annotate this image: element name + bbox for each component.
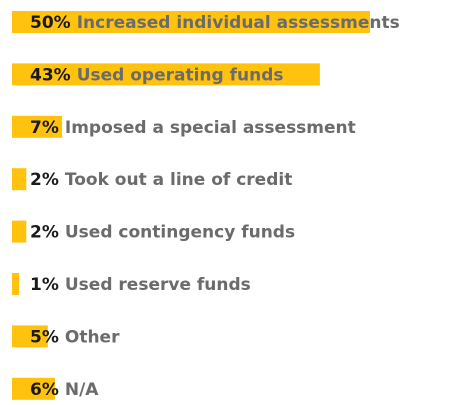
category-label: Increased individual assessments (77, 13, 400, 33)
bar (12, 377, 55, 400)
value-label: 5% (30, 327, 59, 347)
value-label: 6% (30, 380, 59, 400)
bar-label: 50% Increased individual assessments (30, 13, 400, 33)
bar (12, 168, 27, 191)
bar (12, 115, 63, 138)
category-label: Imposed a special assessment (65, 118, 356, 138)
bar-label: 43% Used operating funds (30, 65, 284, 85)
bar (12, 325, 48, 348)
value-label: 7% (30, 118, 59, 138)
bar-label: 1% Used reserve funds (30, 275, 251, 295)
category-label: Other (65, 327, 120, 347)
category-label: Used operating funds (77, 65, 284, 85)
bar-label: 7% Imposed a special assessment (30, 118, 356, 138)
bar (12, 11, 370, 33)
category-label: N/A (65, 380, 99, 400)
category-label: Used reserve funds (65, 275, 251, 295)
value-label: 1% (30, 275, 59, 295)
value-label: 2% (30, 223, 59, 243)
bar-label: 2% Used contingency funds (30, 223, 295, 243)
value-label: 2% (30, 170, 59, 190)
bar (12, 273, 20, 295)
category-label: Used contingency funds (65, 223, 295, 243)
bar (12, 220, 27, 243)
category-label: Took out a line of credit (65, 170, 292, 190)
value-label: 50% (30, 13, 71, 33)
value-label: 43% (30, 65, 71, 85)
bar-label: 6% N/A (30, 380, 99, 400)
bar-label: 2% Took out a line of credit (30, 170, 292, 190)
bar-label: 5% Other (30, 327, 120, 347)
bar (12, 63, 320, 86)
